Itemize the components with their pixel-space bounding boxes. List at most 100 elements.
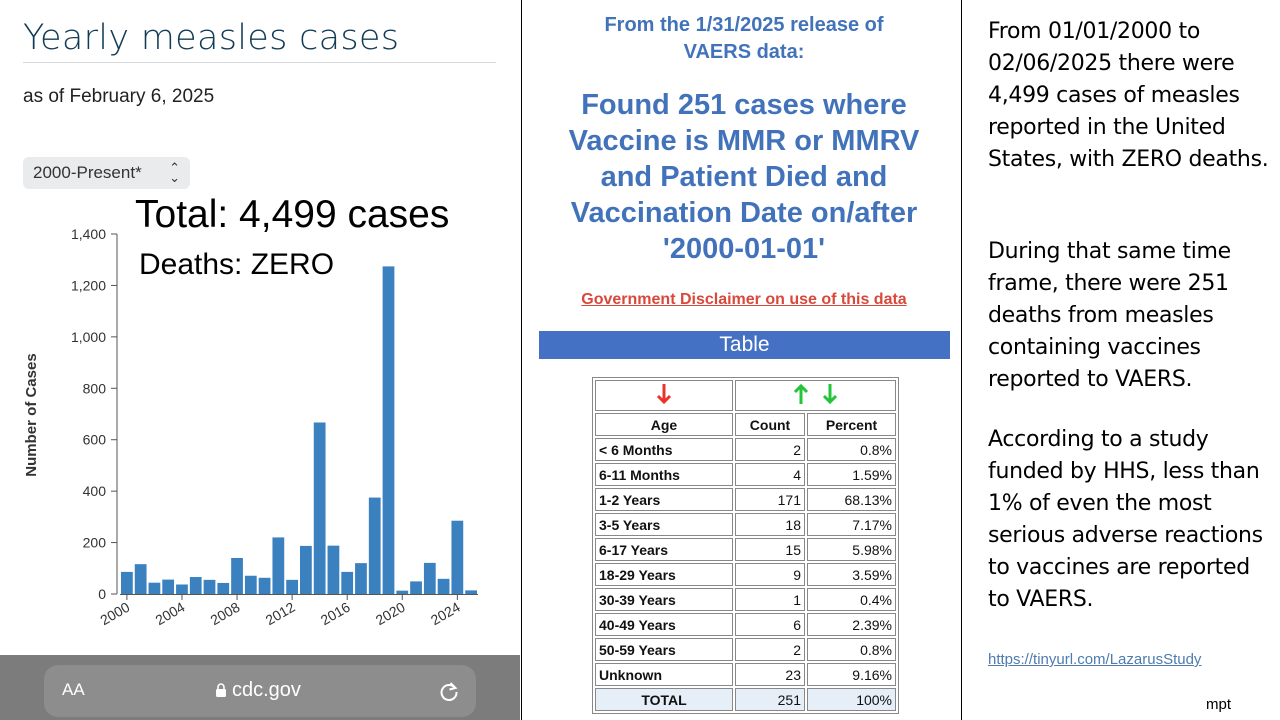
lazarus-study-link[interactable]: https://tinyurl.com/LazarusStudy <box>988 651 1202 668</box>
table-row: 1-2 Years 171 68.13% <box>595 488 896 511</box>
count-sort-cell[interactable] <box>735 380 896 411</box>
deaths-overlay: Deaths: ZERO <box>139 248 335 281</box>
government-disclaimer-link[interactable]: Government Disclaimer on use of this dat… <box>581 291 907 308</box>
row-count: 2 <box>735 638 805 661</box>
y-axis: 0 200 400 600 800 1,000 1,200 1,400 <box>71 226 118 602</box>
table-header-row: Age Count Percent <box>595 413 896 436</box>
row-count: 23 <box>735 663 805 686</box>
table-row: 18-29 Years 9 3.59% <box>595 563 896 586</box>
vaers-screenshot-panel: From the 1/31/2025 release of VAERS data… <box>521 0 962 720</box>
row-percent: 0.8% <box>807 638 896 661</box>
bar-2024 <box>451 520 464 594</box>
table-row: 30-39 Years 1 0.4% <box>595 588 896 611</box>
row-count: 15 <box>735 538 805 561</box>
row-count: 2 <box>735 438 805 461</box>
y-tick-label: 1,200 <box>71 277 106 293</box>
row-percent: 2.39% <box>807 613 896 636</box>
row-percent: 5.98% <box>807 538 896 561</box>
row-age: 1-2 Years <box>595 488 733 511</box>
bar-2012 <box>286 579 298 594</box>
author-signature: mpt <box>1206 696 1232 713</box>
updown-chevron-icon: ⌃ ⌄ <box>169 160 180 185</box>
table-row: 40-49 Years 6 2.39% <box>595 613 896 636</box>
chart-page-title: Yearly measles cases <box>23 18 400 58</box>
row-count: 9 <box>735 563 805 586</box>
browser-address-bar: AA cdc.gov <box>0 655 520 720</box>
y-tick-label: 200 <box>83 535 107 551</box>
table-row: Unknown 23 9.16% <box>595 663 896 686</box>
paragraph-vaers-deaths: During that same time frame, there were … <box>988 239 1231 392</box>
row-age: 30-39 Years <box>595 588 733 611</box>
row-percent: 0.8% <box>807 438 896 461</box>
table-body: < 6 Months 2 0.8% 6-11 Months 4 1.59% 1-2 Year… <box>595 438 896 686</box>
y-tick-label: 1,000 <box>71 329 106 345</box>
table-row: 50-59 Years 2 0.8% <box>595 638 896 661</box>
green-up-arrow-icon[interactable] <box>793 383 809 405</box>
paragraph-case-count: From 01/01/2000 to 02/06/2025 there were… <box>988 19 1269 172</box>
x-tick-label: 2004 <box>152 599 187 629</box>
row-percent: 3.59% <box>807 563 896 586</box>
x-tick-label: 2016 <box>318 599 353 629</box>
bar-2022 <box>423 562 436 594</box>
red-down-arrow-icon[interactable] <box>656 383 672 405</box>
bar-2000 <box>121 571 133 594</box>
table-row: 6-11 Months 4 1.59% <box>595 463 896 486</box>
row-age: < 6 Months <box>595 438 733 461</box>
bar-2021 <box>410 581 422 594</box>
address-pill[interactable] <box>44 665 476 717</box>
y-axis-label: Number of Cases <box>23 353 40 476</box>
domain-text: cdc.gov <box>232 679 301 701</box>
year-range-select[interactable]: 2000-Present* ⌃ ⌄ <box>23 157 190 189</box>
table-total-row: TOTAL 251 100% <box>595 688 896 711</box>
commentary-panel: From 01/01/2000 to 02/06/2025 there were… <box>963 0 1280 720</box>
reload-icon[interactable] <box>438 680 460 702</box>
header-count: Count <box>735 413 805 436</box>
row-percent: 68.13% <box>807 488 896 511</box>
year-range-value: 2000-Present* <box>33 163 142 182</box>
age-sort-cell[interactable] <box>595 380 733 411</box>
bar-2013 <box>300 545 312 594</box>
bar-2025 <box>465 590 477 594</box>
total-cases-overlay: Total: 4,499 cases <box>135 193 450 236</box>
x-tick-label: 2020 <box>373 599 408 629</box>
bar-2020 <box>396 590 409 594</box>
release-text: From the 1/31/2025 release of VAERS data… <box>604 14 884 63</box>
green-down-arrow-icon[interactable] <box>822 383 838 405</box>
bar-2019 <box>382 266 395 594</box>
y-tick-label: 800 <box>83 380 107 396</box>
bar-2010 <box>258 577 271 594</box>
row-age: 3-5 Years <box>595 513 733 536</box>
row-age: 40-49 Years <box>595 613 733 636</box>
row-age: 50-59 Years <box>595 638 733 661</box>
x-tick-label: 2012 <box>263 599 298 629</box>
row-age: 6-11 Months <box>595 463 733 486</box>
x-tick-label: 2000 <box>97 599 132 629</box>
bar-2003 <box>162 579 175 594</box>
row-age: 6-17 Years <box>595 538 733 561</box>
cdc-screenshot-panel: Yearly measles cases as of February 6, 2… <box>0 0 520 720</box>
table-header-bar: Table <box>539 331 950 359</box>
bar-2014 <box>313 422 326 594</box>
vaers-release-line: From the 1/31/2025 release of VAERS data… <box>522 12 966 66</box>
total-percent: 100% <box>807 688 896 711</box>
header-age: Age <box>595 413 733 436</box>
total-count: 251 <box>735 688 805 711</box>
bar-2011 <box>272 537 285 594</box>
text-size-button[interactable]: AA <box>62 680 85 699</box>
vaers-found-summary: Found 251 cases where Vaccine is MMR or … <box>522 87 966 267</box>
bar-2018 <box>368 497 381 594</box>
vaers-age-table: Age Count Percent < 6 Months 2 0.8% 6-11 Mo… <box>592 377 899 714</box>
header-percent: Percent <box>807 413 896 436</box>
table-row: 6-17 Years 15 5.98% <box>595 538 896 561</box>
as-of-date: as of February 6, 2025 <box>23 86 215 107</box>
found-text: Found 251 cases where Vaccine is MMR or … <box>568 89 920 265</box>
row-count: 6 <box>735 613 805 636</box>
row-count: 1 <box>735 588 805 611</box>
sort-arrows-row <box>595 380 896 411</box>
bar-2006 <box>203 579 216 594</box>
row-percent: 1.59% <box>807 463 896 486</box>
bar-2005 <box>189 577 202 594</box>
lock-icon <box>216 683 226 697</box>
row-age: 18-29 Years <box>595 563 733 586</box>
